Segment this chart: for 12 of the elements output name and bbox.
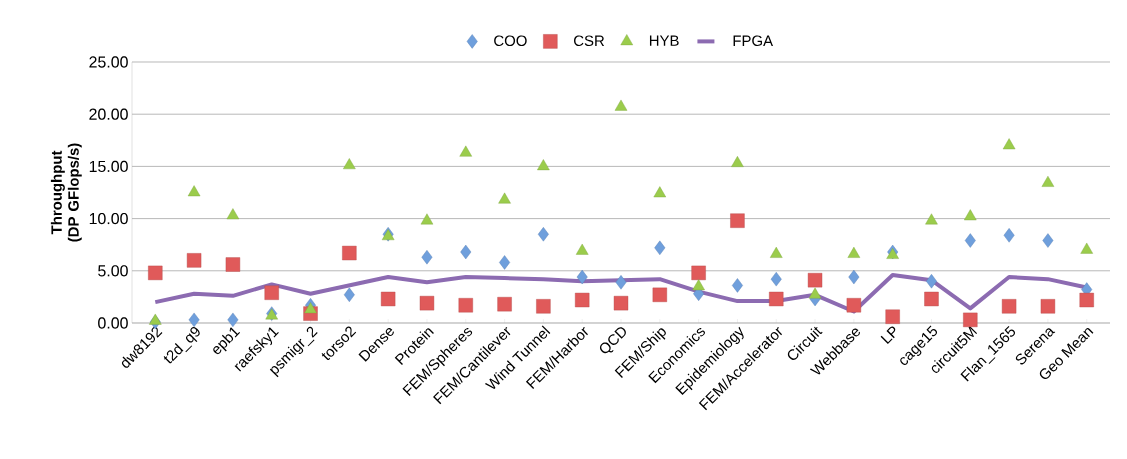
y-tick-label: 5.00 xyxy=(98,265,128,277)
y-tick-label: 15.00 xyxy=(89,160,128,173)
y-tick-label: 20.00 xyxy=(89,108,128,120)
legend-label: CSR xyxy=(574,35,605,47)
x-tick-label: LP xyxy=(880,326,896,345)
legend-label: COO xyxy=(494,35,527,47)
legend-label: FPGA xyxy=(733,35,774,47)
y-tick-label: 10.00 xyxy=(89,212,128,225)
y-tick-label: 0.00 xyxy=(98,317,128,329)
y-tick-label: 25.00 xyxy=(89,56,128,68)
y-axis-title: Throughput (DP GFlops/s) xyxy=(50,143,82,242)
legend-label: HYB xyxy=(649,35,679,46)
